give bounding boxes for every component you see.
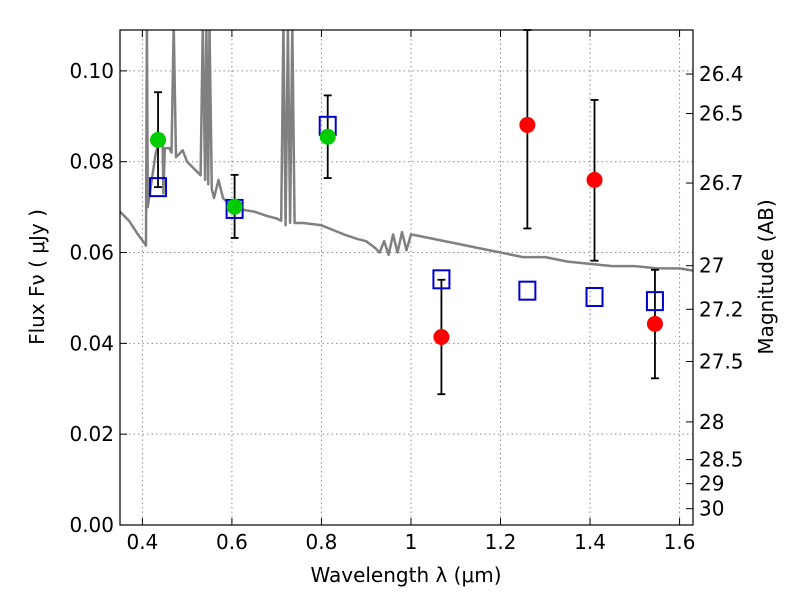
x-tick-label: 0.4 <box>126 530 158 554</box>
right-tick-label: 29 <box>699 472 724 496</box>
data-markers <box>149 115 664 345</box>
model-flux-square <box>432 269 451 290</box>
model-flux-square <box>149 177 168 198</box>
model-flux-square <box>585 287 604 308</box>
right-tick-label: 26.7 <box>699 171 744 195</box>
model-spectrum <box>120 30 693 272</box>
right-tick-label: 28.5 <box>699 448 744 472</box>
y-axis-label: Flux Fν ( μJy ) <box>25 209 49 345</box>
right-tick-label: 30 <box>699 497 724 521</box>
right-tick-label: 27 <box>699 254 724 278</box>
x-tick-label: 1.6 <box>664 530 696 554</box>
right-tick-label: 28 <box>699 410 724 434</box>
x-tick-label: 1 <box>405 530 418 554</box>
observed-flux-point <box>433 328 450 345</box>
x-axis-label: Wavelength λ (μm) <box>310 563 501 587</box>
model-flux-square <box>645 291 664 312</box>
observed-flux-point <box>226 198 243 215</box>
y-tick-label: 0.10 <box>69 59 114 83</box>
right-tick-label: 27.5 <box>699 350 744 374</box>
y-tick-label: 0.00 <box>69 513 114 537</box>
y-tick-label: 0.02 <box>69 422 114 446</box>
y-tick-label: 0.06 <box>69 241 114 265</box>
x-tick-label: 1.4 <box>574 530 606 554</box>
x-tick-label: 0.6 <box>216 530 248 554</box>
right-axis-label: Magnitude (AB) <box>754 199 778 354</box>
y-tick-label: 0.08 <box>69 150 114 174</box>
model-flux-square <box>518 280 537 301</box>
right-tick-label: 26.5 <box>699 102 744 126</box>
right-tick-label: 27.2 <box>699 297 744 321</box>
observed-flux-point <box>586 171 603 188</box>
observed-flux-point <box>150 131 167 148</box>
right-tick-label: 26.4 <box>699 62 744 86</box>
observed-flux-point <box>319 128 336 145</box>
axes-ticks: 0.4 0.6 0.8 1 1.2 1.4 1.6 0.00 0.02 0.04 0.06 0.08 0… <box>69 30 744 554</box>
y-tick-label: 0.04 <box>69 331 114 355</box>
observed-flux-point <box>519 116 536 133</box>
plot-frame <box>119 29 694 526</box>
observed-flux-point <box>646 315 663 332</box>
spectrum-line <box>120 30 693 272</box>
x-tick-label: 1.2 <box>485 530 517 554</box>
x-tick-label: 0.8 <box>306 530 338 554</box>
